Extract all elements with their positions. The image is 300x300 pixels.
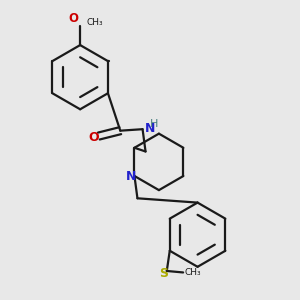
Text: CH₃: CH₃ xyxy=(184,268,201,277)
Text: N: N xyxy=(145,122,155,135)
Text: S: S xyxy=(159,267,168,280)
Text: H: H xyxy=(150,119,158,129)
Text: O: O xyxy=(69,12,79,25)
Text: CH₃: CH₃ xyxy=(87,18,103,27)
Text: N: N xyxy=(126,169,136,182)
Text: O: O xyxy=(88,131,99,144)
